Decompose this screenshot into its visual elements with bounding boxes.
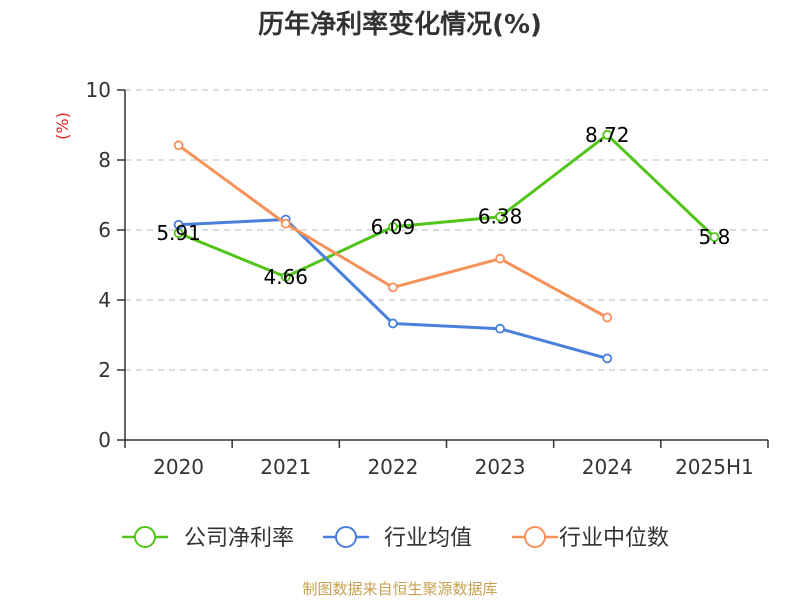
data-point	[602, 312, 613, 323]
data-point	[388, 282, 398, 293]
legend-swatch-marker	[134, 526, 156, 548]
data-point	[280, 218, 291, 229]
y-tick-label: 4	[98, 288, 111, 312]
y-tick-label: 10	[86, 78, 111, 102]
legend-item-2: 行业中位数	[512, 526, 669, 551]
data-point	[280, 271, 291, 282]
data-point	[173, 219, 184, 230]
legend-label: 行业均值	[384, 526, 472, 551]
data-point	[602, 129, 613, 140]
x-tick-label: 2021	[260, 455, 311, 479]
series-lines	[173, 129, 720, 364]
data-point	[495, 323, 505, 334]
x-tick-label: 2024	[582, 455, 633, 479]
y-tick-label: 6	[98, 218, 111, 242]
y-axis-label: (%)	[53, 112, 72, 140]
series-line-0	[178, 133, 716, 279]
axes	[117, 89, 769, 448]
legend: 公司净利率 行业均值 行业中位数	[122, 526, 669, 551]
data-label: 5.8	[699, 225, 731, 249]
grid-lines	[125, 89, 768, 371]
data-point	[495, 211, 505, 222]
y-tick-labels: 0 2 4 6 8 10	[86, 78, 111, 452]
data-point	[709, 232, 720, 242]
data-label: 5.91	[156, 221, 201, 245]
data-label: 8.72	[585, 123, 630, 147]
legend-label: 公司净利率	[184, 526, 294, 551]
legend-item-0: 公司净利率	[122, 526, 294, 551]
data-point	[173, 140, 184, 151]
legend-label: 行业中位数	[559, 526, 669, 551]
y-tick-label: 8	[98, 148, 111, 172]
legend-swatch-marker	[524, 526, 546, 548]
x-tick-label: 2020	[153, 455, 204, 479]
data-label: 4.66	[263, 265, 308, 289]
data-point	[388, 221, 398, 232]
data-label: 6.38	[478, 205, 523, 229]
data-point	[495, 253, 505, 264]
legend-item-1: 行业均值	[323, 526, 472, 551]
legend-swatch-marker	[335, 526, 357, 548]
chart-title: 历年净利率变化情况(%)	[258, 10, 542, 40]
y-tick-label: 0	[98, 428, 111, 452]
data-point	[602, 353, 613, 364]
source-note: 制图数据来自恒生聚源数据库	[302, 580, 498, 598]
data-label: 6.09	[371, 215, 416, 239]
x-tick-label: 2025H1	[675, 455, 754, 479]
x-tick-labels: 2020 2021 2022 2023 2024 2025H1	[153, 455, 754, 479]
data-point	[388, 318, 398, 329]
y-tick-label: 2	[98, 358, 111, 382]
data-labels: 5.91 4.66 6.09 6.38 8.72 5.8	[156, 123, 730, 289]
x-tick-label: 2022	[367, 455, 418, 479]
x-tick-label: 2023	[475, 455, 526, 479]
